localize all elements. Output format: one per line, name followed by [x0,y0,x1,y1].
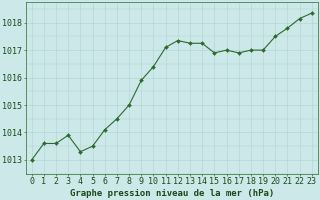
X-axis label: Graphe pression niveau de la mer (hPa): Graphe pression niveau de la mer (hPa) [70,189,274,198]
